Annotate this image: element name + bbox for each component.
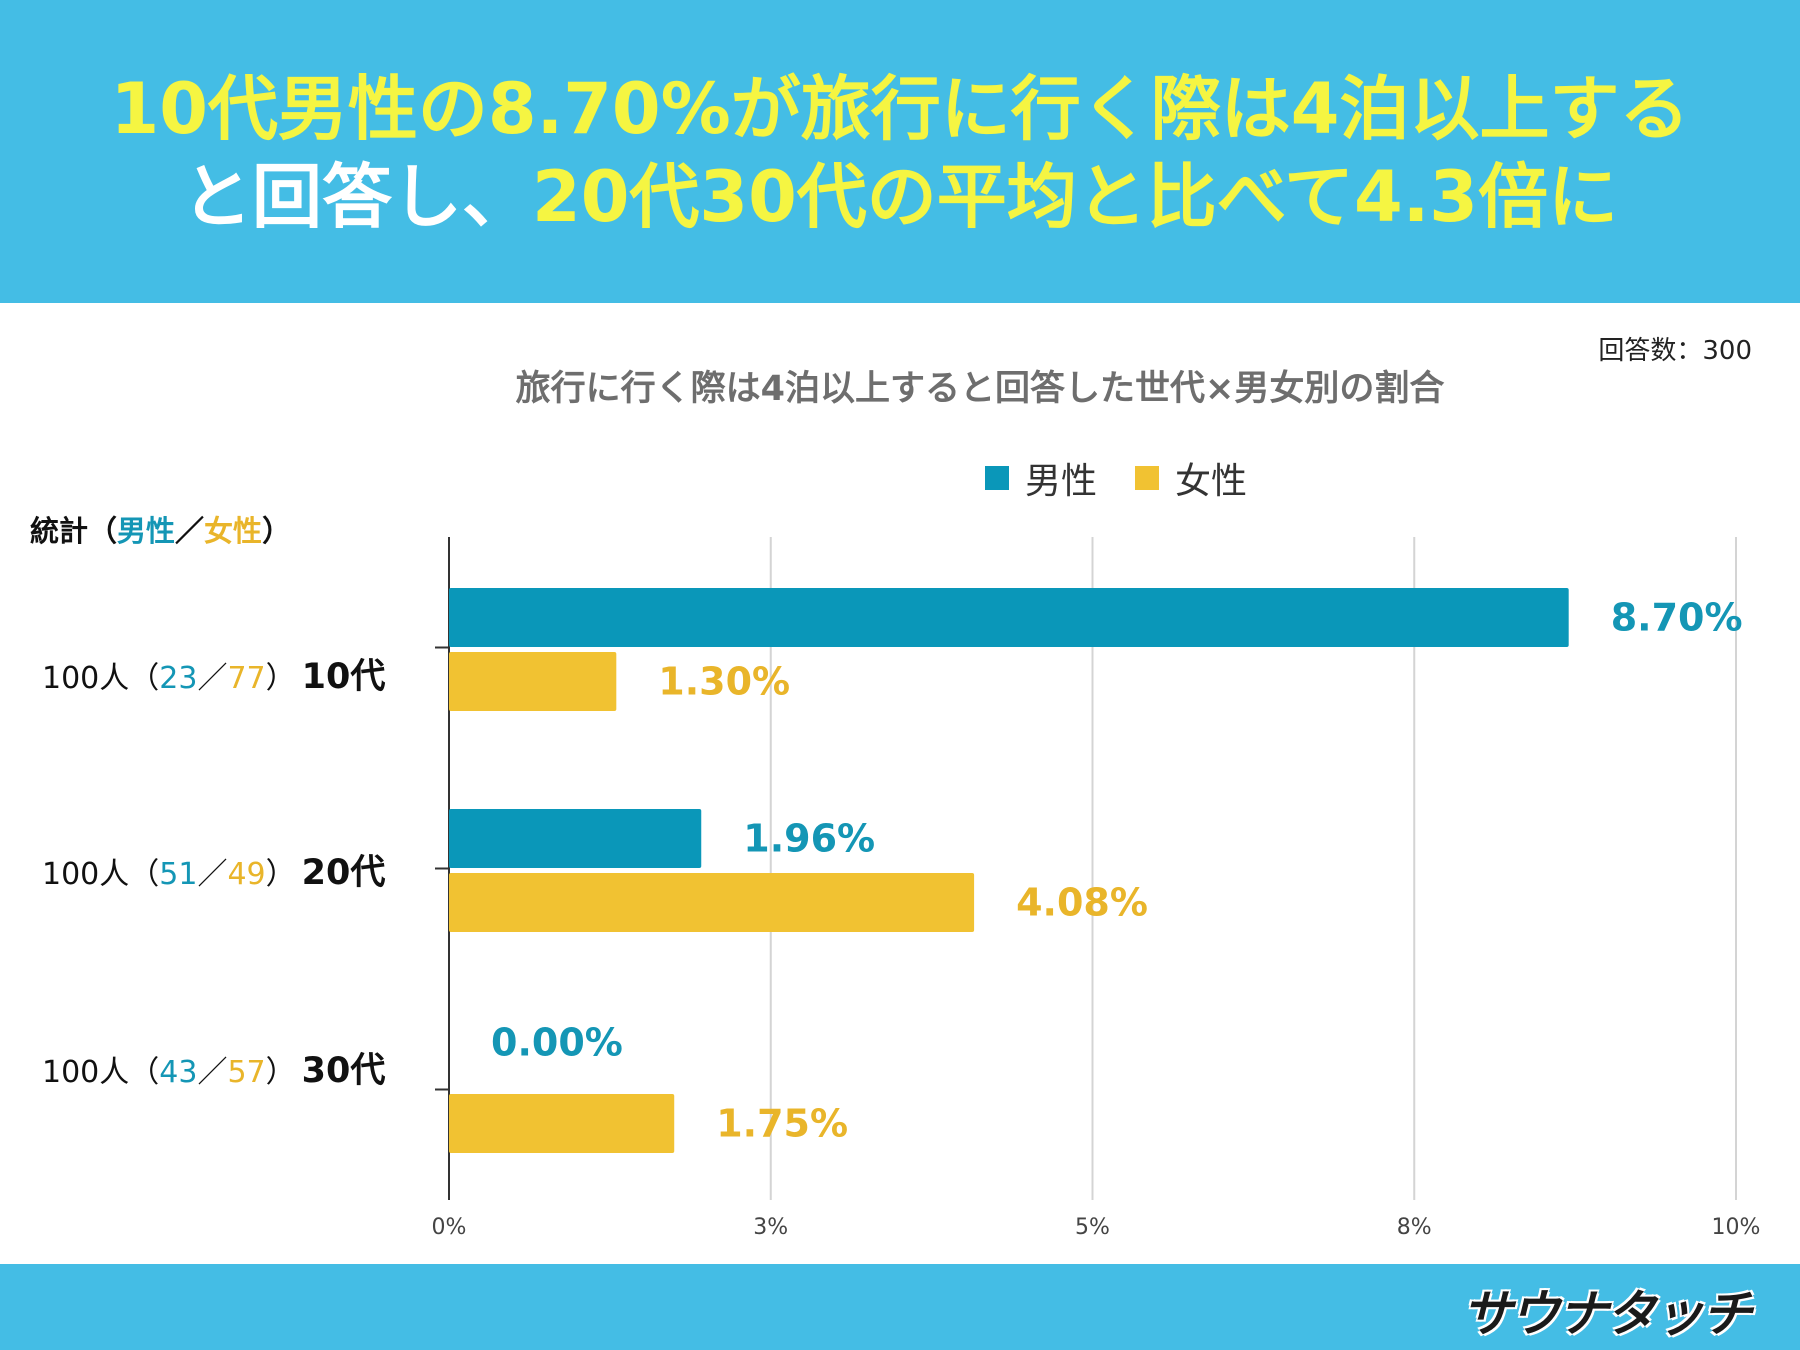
row-female-count: 57 (227, 1055, 266, 1090)
row-label-30s: 100人（43／57） 30代 (42, 1051, 386, 1091)
row-male-count: 23 (159, 661, 198, 696)
row-label-20s: 100人（51／49） 20代 (42, 853, 386, 893)
x-tick-label: 5% (1075, 1215, 1110, 1240)
row-male-count: 43 (159, 1055, 198, 1090)
row-male-count: 51 (159, 857, 198, 892)
stats-header: 統計（男性／女性） (30, 514, 292, 548)
row-age-label: 30代 (301, 1051, 386, 1091)
data-label-male: 1.96% (743, 817, 875, 861)
chart-legend: 男性 女性 (985, 452, 1285, 504)
x-tick-label: 8% (1397, 1215, 1432, 1240)
headline-line2-yellow: 20代30代の平均と比べて4.3倍に (531, 156, 1619, 238)
header-banner (0, 0, 1800, 303)
data-label-female: 1.75% (716, 1102, 848, 1146)
legend-label-female: 女性 (1175, 461, 1248, 502)
stats-header-male: 男性 (117, 514, 176, 548)
bar-female (449, 873, 975, 932)
legend-swatch-female (1135, 466, 1160, 490)
response-count: 回答数：300 (1598, 336, 1752, 366)
data-label-male: 0.00% (491, 1021, 623, 1065)
bar-female (449, 1094, 675, 1153)
x-tick-label: 10% (1712, 1215, 1761, 1240)
headline-line2-white: と回答し、 (181, 156, 532, 238)
data-label-female: 4.08% (1016, 881, 1148, 925)
headline-line1: 10代男性の8.70%が旅行に行く際は4泊以上する (110, 68, 1690, 150)
legend-swatch-male (985, 466, 1009, 490)
bar-female (449, 652, 617, 711)
footer-banner (0, 1264, 1800, 1350)
row-female-count: 49 (227, 857, 266, 892)
row-female-count: 77 (227, 661, 266, 696)
data-label-male: 8.70% (1611, 596, 1743, 640)
x-tick-label: 0% (432, 1215, 467, 1240)
bar-male (449, 809, 702, 868)
legend-label-male: 男性 (1025, 461, 1098, 502)
row-label-10s: 100人（23／77） 10代 (42, 657, 386, 697)
bar-male (449, 588, 1569, 647)
brand-logo: サウナタッチ (1462, 1285, 1752, 1343)
legend-item-female: 女性 (1135, 452, 1247, 504)
headline-line2: と回答し、20代30代の平均と比べて4.3倍に (0, 152, 1800, 242)
x-tick-label: 3% (753, 1215, 788, 1240)
chart-title: 旅行に行く際は4泊以上すると回答した世代×男女別の割合 (515, 369, 1445, 409)
stats-header-female: 女性 (204, 514, 263, 548)
row-age-label: 10代 (301, 657, 386, 697)
data-label-female: 1.30% (658, 660, 790, 704)
legend-item-male: 男性 (985, 452, 1097, 504)
row-age-label: 20代 (301, 853, 386, 893)
